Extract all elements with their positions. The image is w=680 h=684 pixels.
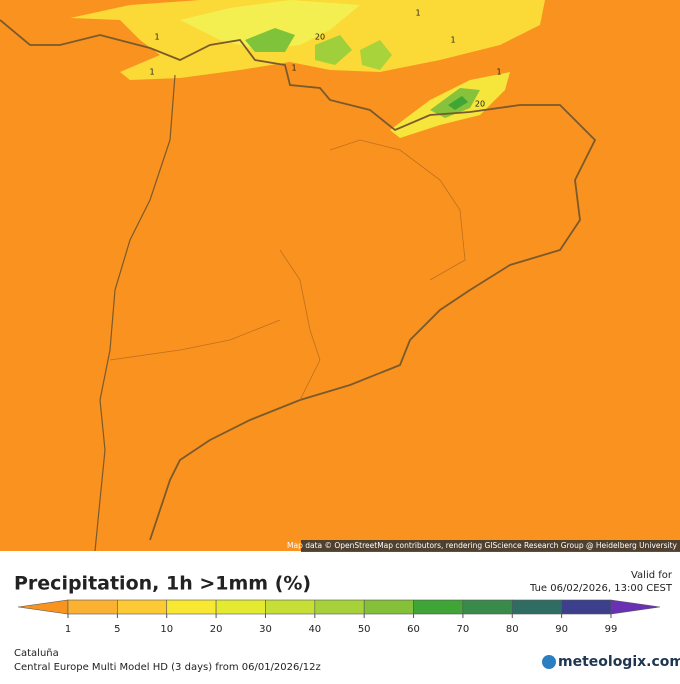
contour-label: 1 — [496, 68, 501, 77]
colorbar-segment — [117, 599, 168, 615]
colorbar-label: 70 — [457, 624, 470, 635]
colorbar-arrow-left — [17, 599, 69, 615]
colorbar-segment — [166, 599, 217, 615]
model: Central Europe Multi Model HD (3 days) f… — [14, 662, 321, 673]
colorbar-label: 10 — [160, 624, 173, 635]
colorbar-arrow-right — [610, 599, 661, 615]
colorbar-label: 1 — [65, 624, 71, 635]
contour-label: 1 — [450, 36, 455, 45]
colorbar-segment — [561, 599, 612, 615]
attribution-box — [301, 540, 680, 552]
region-borders — [109, 139, 466, 401]
region: Cataluña — [14, 648, 59, 659]
contour-label: 1 — [149, 68, 154, 77]
brand-logo — [542, 655, 556, 669]
colorbar-label: 20 — [210, 624, 223, 635]
precip-areas — [70, 0, 545, 138]
title: Precipitation, 1h >1mm (%) — [14, 573, 311, 595]
colorbar-label: 60 — [407, 624, 420, 635]
colorbar-segment — [215, 599, 266, 615]
map-background — [0, 0, 680, 551]
contour-label: 1 — [291, 64, 296, 73]
colorbar-segment — [462, 599, 513, 615]
contour-label: 20 — [475, 100, 485, 109]
attribution: Map data © OpenStreetMap contributors, r… — [287, 541, 678, 550]
colorbar-segment — [363, 599, 414, 615]
colorbar-segment — [265, 599, 316, 615]
colorbar-label: 5 — [114, 624, 120, 635]
contour-label: 1 — [154, 33, 159, 42]
colorbar-label: 90 — [555, 624, 568, 635]
colorbar-segment — [413, 599, 464, 615]
colorbar-label: 30 — [259, 624, 272, 635]
colorbar-label: 80 — [506, 624, 519, 635]
contour-label: 20 — [315, 33, 325, 42]
contour-label: 1 — [415, 9, 420, 18]
colorbar-label: 99 — [605, 624, 618, 635]
valid-label: Valid for — [631, 570, 673, 581]
colorbar-segment — [314, 599, 365, 615]
colorbar-segment — [67, 599, 118, 615]
colorbar-label: 40 — [308, 624, 321, 635]
colorbar-label: 50 — [358, 624, 371, 635]
valid-time: Tue 06/02/2026, 13:00 CEST — [529, 583, 673, 594]
brand: meteologix.com — [558, 654, 680, 670]
colorbar-segment — [511, 599, 562, 615]
